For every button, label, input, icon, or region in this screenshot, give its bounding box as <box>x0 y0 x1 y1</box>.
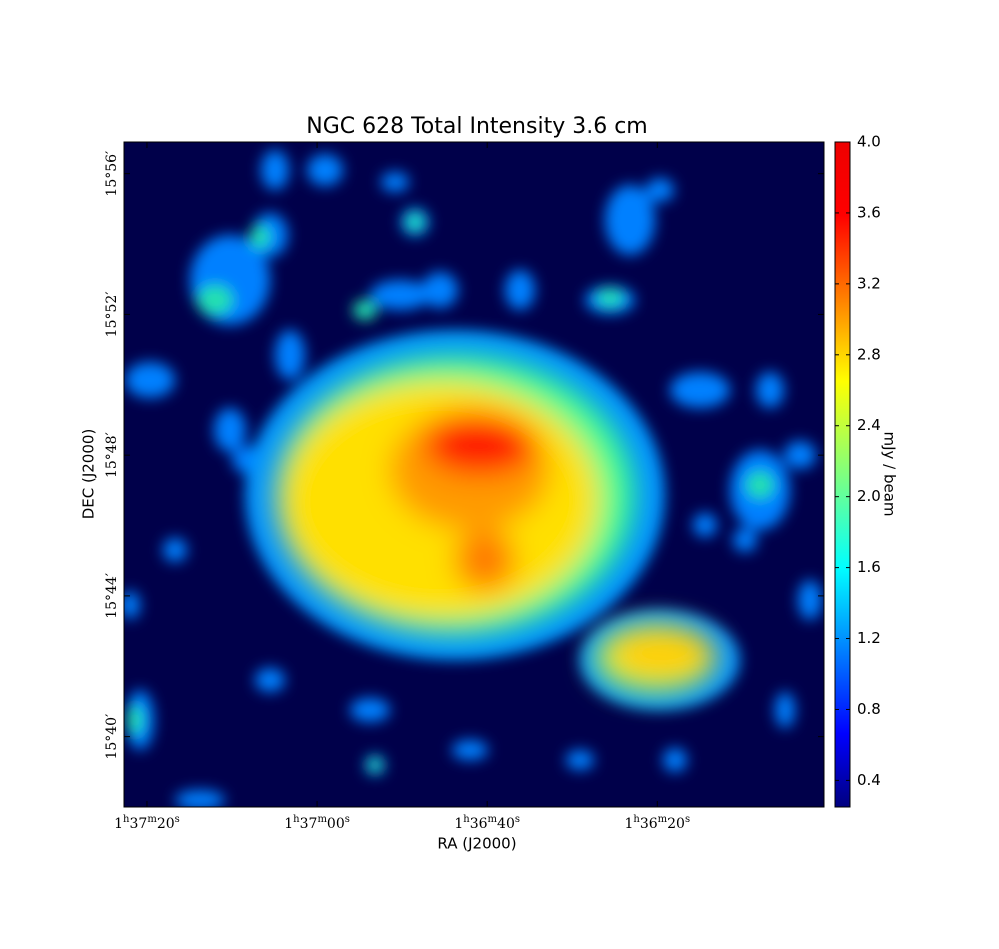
colorbar-tick-label: 2.8 <box>857 345 881 363</box>
plot-frame <box>123 141 825 808</box>
colorbar-tick-label: 3.6 <box>857 203 881 221</box>
y-tick-label: 15°44′ <box>104 573 120 619</box>
y-tick-label: 15°48′ <box>104 432 120 478</box>
colorbar-tick-label: 2.4 <box>857 416 881 434</box>
y-tick-label: 15°40′ <box>104 714 120 760</box>
x-axis-label: RA (J2000) <box>437 835 516 853</box>
colorbar-tick-label: 2.0 <box>857 487 881 505</box>
x-tick-label: 1h36m20s <box>624 814 690 833</box>
colorbar <box>834 141 851 808</box>
colorbar-tick-label: 4.0 <box>857 133 881 151</box>
y-axis-label: DEC (J2000) <box>80 429 98 520</box>
colorbar-tick-label: 1.6 <box>857 558 881 576</box>
x-tick-label: 1h37m20s <box>114 814 180 833</box>
colorbar-label: mJy / beam <box>881 431 899 516</box>
y-tick-label: 15°52′ <box>104 292 120 338</box>
colorbar-tick-label: 3.2 <box>857 274 881 292</box>
chart-title: NGC 628 Total Intensity 3.6 cm <box>306 114 647 139</box>
y-tick-label: 15°56′ <box>104 151 120 197</box>
x-tick-label: 1h37m00s <box>284 814 350 833</box>
intensity-map <box>124 142 824 807</box>
colorbar-tick-label: 0.8 <box>857 700 881 718</box>
colorbar-tick-label: 0.4 <box>857 771 881 789</box>
x-tick-label: 1h36m40s <box>454 814 520 833</box>
colorbar-tick-label: 1.2 <box>857 629 881 647</box>
